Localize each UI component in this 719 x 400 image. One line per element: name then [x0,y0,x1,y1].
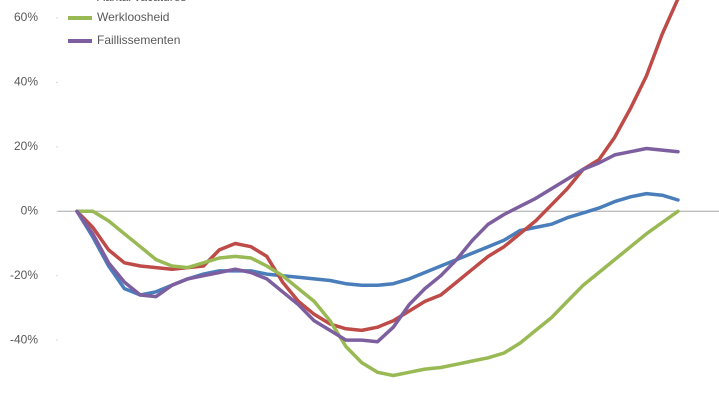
series-line [75,209,680,378]
y-tick-label: 20% [14,139,38,153]
y-tick-label: -40% [10,332,38,346]
y-tick-label: -20% [10,268,38,282]
y-tick-label: 40% [14,75,38,89]
series-line [75,146,680,344]
y-tick-label: 60% [14,10,38,24]
legend-label: Aantal vacatures [97,0,186,4]
series-line [75,0,680,333]
legend-label: Faillissementen [97,33,180,47]
y-tick-label: 0% [21,203,39,217]
legend-label: Werkloosheid [97,10,169,24]
